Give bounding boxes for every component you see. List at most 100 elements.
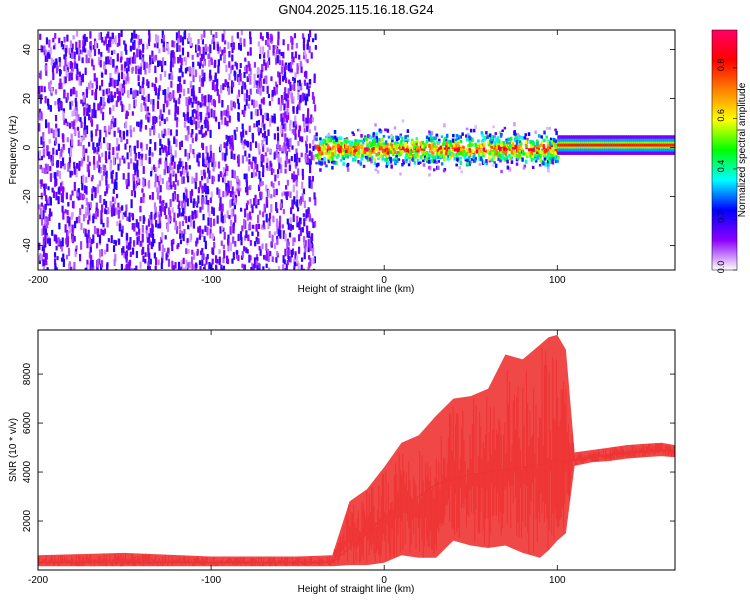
spectrogram-cell — [133, 268, 136, 270]
spectrogram-cell — [292, 174, 295, 183]
spectrogram-cell — [45, 260, 48, 266]
spectrogram-cell — [542, 160, 545, 166]
spectrogram-cell — [172, 192, 175, 202]
spectrogram-cell — [139, 87, 142, 92]
spectrogram-cell — [535, 148, 538, 152]
spectrogram-cell — [85, 186, 88, 195]
spectrogram-cell — [257, 143, 260, 152]
spectrogram-cell — [254, 241, 257, 247]
spectrogram-cell — [284, 233, 287, 242]
spectrogram-cell — [547, 165, 550, 170]
spectrogram-cell — [429, 136, 433, 141]
spectrogram-cell — [92, 155, 96, 165]
spectrogram-cell — [303, 128, 306, 133]
spectrogram-cell — [300, 82, 303, 91]
spectrogram-cell — [503, 126, 507, 130]
spectrogram-cell — [320, 151, 324, 156]
spectrogram-cell — [329, 153, 333, 157]
spectrogram-cell — [86, 264, 89, 270]
spectrogram-cell — [151, 125, 154, 130]
spectrogram-cell — [561, 143, 565, 147]
spectrogram-cell — [341, 154, 345, 160]
spectrogram-cell — [48, 138, 51, 144]
spectrogram-cell — [125, 204, 128, 212]
spectrogram-cell — [179, 239, 183, 245]
spectrogram-cell — [80, 175, 84, 184]
spectrogram-cell — [301, 92, 304, 102]
spectrogram-cell — [115, 181, 118, 190]
spectrogram-cell — [229, 190, 232, 198]
spectrogram-cell — [210, 57, 213, 62]
spectrogram-cell — [438, 147, 441, 151]
spectrogram-cell — [282, 145, 285, 152]
spectrogram-cell — [176, 194, 179, 202]
spectrogram-cell — [102, 229, 105, 236]
spectrogram-cell — [618, 143, 622, 147]
spectrogram-cell — [120, 263, 123, 270]
spectrogram-cell — [254, 160, 257, 170]
spectrogram-cell — [258, 148, 261, 155]
spectrogram-cell — [302, 188, 306, 195]
spectrogram-cell — [75, 105, 78, 111]
spectrogram-cell — [83, 44, 86, 52]
spectrogram-cell — [546, 153, 550, 158]
spectrogram-cell — [275, 218, 279, 228]
spectrogram-cell — [132, 173, 135, 181]
spectrogram-cell — [417, 146, 421, 149]
spectrogram-cell — [635, 143, 639, 147]
spectrogram-cell — [218, 249, 221, 255]
snr-envelope — [38, 334, 675, 567]
spectrogram-cell — [378, 137, 381, 143]
spectrogram-cell — [271, 234, 274, 243]
spectrogram-cell — [167, 207, 171, 215]
spectrogram-cell — [179, 141, 182, 151]
spectrogram-cell — [172, 90, 175, 99]
spectrogram-cell — [88, 215, 91, 221]
spectrogram-cell — [505, 140, 509, 145]
spectrogram-cell — [176, 180, 180, 186]
spectrogram-cell — [242, 143, 245, 150]
spectrogram-cell — [357, 152, 360, 156]
spectrogram-cell — [132, 41, 135, 50]
spectrogram-cell — [320, 161, 323, 166]
spectrogram-cell — [426, 160, 429, 163]
spectrogram-cell — [107, 238, 110, 243]
spectrogram-cell — [177, 261, 181, 270]
spectrogram-cell — [462, 149, 466, 154]
spectrogram-cell — [468, 156, 471, 160]
spectrogram-cell — [232, 224, 235, 234]
spectrogram-cell — [156, 40, 159, 49]
spectrogram-cell — [106, 98, 110, 103]
spectrogram-cell — [227, 244, 230, 252]
spectrogram-cell — [159, 109, 162, 117]
spectrogram-cell — [485, 159, 488, 163]
spectrogram-cell — [100, 260, 104, 268]
spectrogram-cell — [177, 56, 180, 64]
spectrogram-cell — [279, 203, 283, 208]
spectrogram-cell — [262, 144, 265, 152]
spectrogram-cell — [243, 82, 246, 87]
spectrogram-cell — [464, 158, 468, 162]
spectrogram-cell — [183, 229, 186, 235]
spectrogram-cell — [84, 67, 87, 76]
spectrogram-cell — [409, 152, 412, 157]
spectrogram-cell — [190, 88, 194, 97]
spectrogram-cell — [519, 142, 523, 145]
spectrogram-cell — [88, 237, 91, 244]
spectrogram-cell — [253, 198, 256, 206]
spectrogram-cell — [89, 246, 92, 253]
spectrogram-cell — [232, 101, 235, 108]
spectrogram-cell — [147, 244, 150, 250]
spectrogram-cell — [67, 201, 70, 207]
spectrogram-cell — [71, 69, 74, 75]
spectrogram-cell — [38, 204, 41, 210]
spectrogram-cell — [295, 42, 298, 49]
spectrogram-cell — [357, 149, 361, 154]
spectrogram-cell — [97, 258, 100, 268]
spectrogram-cell — [282, 39, 285, 46]
spectrogram-cell — [351, 142, 354, 148]
spectrogram-cell — [160, 60, 163, 67]
spectrogram-cell — [239, 42, 243, 51]
spectrogram-cell — [100, 210, 103, 219]
